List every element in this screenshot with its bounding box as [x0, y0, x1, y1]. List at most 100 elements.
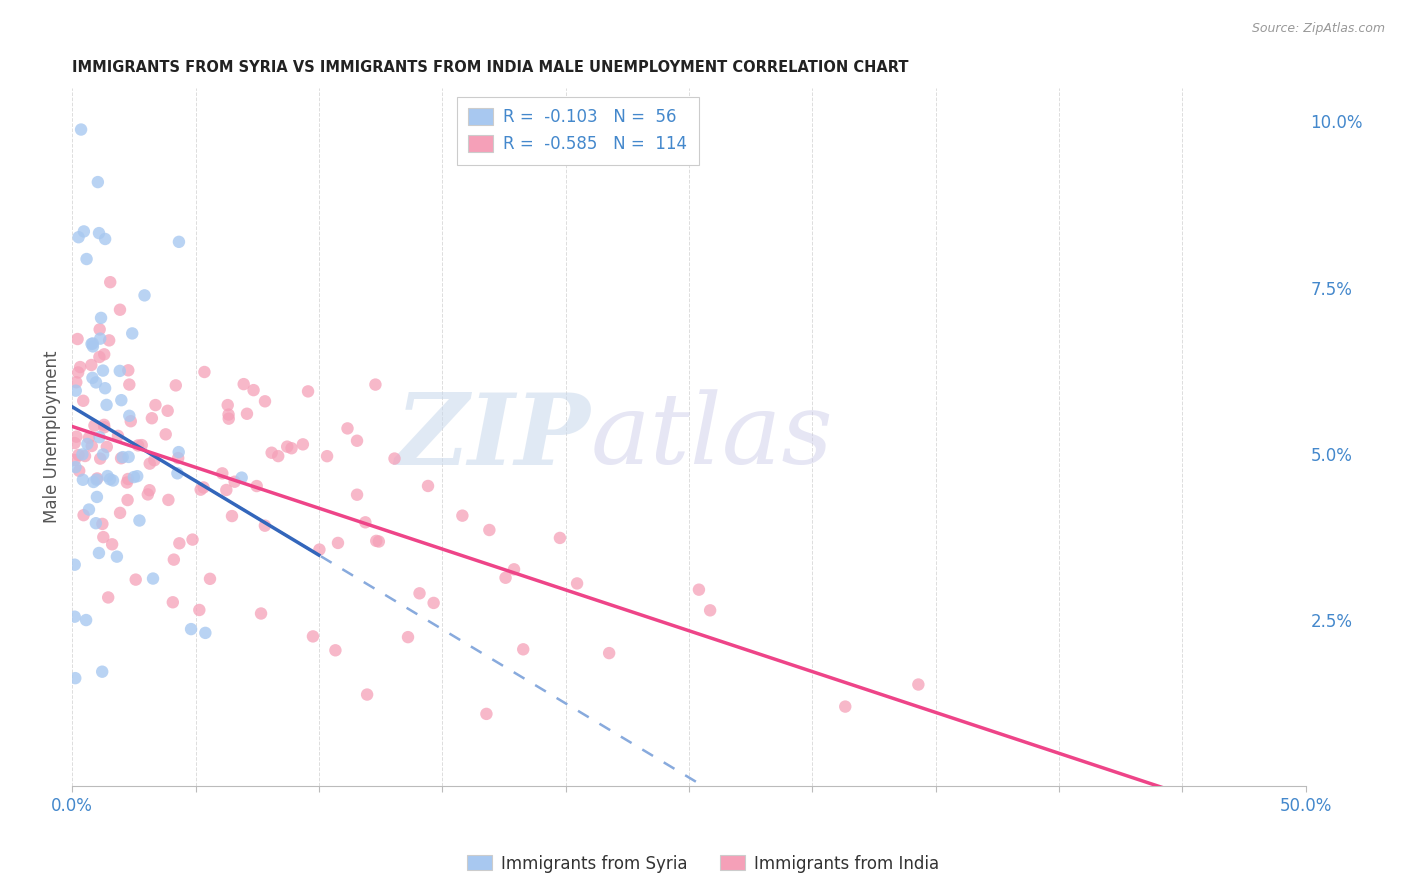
Point [89, 322, 111, 336]
Point [495, 571, 517, 585]
Point [167, 451, 190, 466]
Legend: R =  -0.103   N =  56, R =  -0.585   N =  114: R = -0.103 N = 56, R = -0.585 N = 114 [457, 96, 699, 165]
Point [84, 376, 107, 390]
Point [89, 451, 111, 466]
Point [188, 603, 211, 617]
Point [70, 122, 93, 136]
Point [82, 371, 104, 385]
Point [422, 596, 444, 610]
Point [108, 302, 131, 317]
Point [145, 398, 167, 412]
Point [93, 417, 115, 432]
Point [276, 440, 298, 454]
Point [73, 449, 96, 463]
Point [91, 516, 114, 531]
Point [73, 224, 96, 238]
Point [66, 332, 89, 346]
Point [125, 573, 148, 587]
Point [128, 514, 150, 528]
Point [63, 453, 86, 467]
Point [834, 699, 856, 714]
Point [90, 310, 112, 325]
Point [84, 516, 107, 531]
Point [93, 347, 115, 361]
Point [598, 646, 620, 660]
Point [80, 358, 103, 372]
Point [166, 467, 188, 481]
Point [142, 572, 165, 586]
Point [117, 472, 139, 486]
Point [131, 438, 153, 452]
Point [162, 595, 184, 609]
Point [253, 394, 276, 409]
Point [96, 469, 118, 483]
Point [108, 506, 131, 520]
Text: ZIP: ZIP [395, 389, 591, 485]
Point [267, 449, 290, 463]
Point [232, 377, 254, 392]
Point [236, 407, 259, 421]
Point [63, 436, 86, 450]
Point [82, 336, 104, 351]
Point [193, 365, 215, 379]
Point [143, 453, 166, 467]
Point [250, 607, 273, 621]
Point [77, 502, 100, 516]
Point [356, 688, 378, 702]
Point [325, 643, 347, 657]
Point [117, 450, 139, 464]
Point [75, 613, 97, 627]
Point [110, 451, 132, 466]
Point [167, 235, 190, 249]
Point [94, 232, 117, 246]
Point [169, 536, 191, 550]
Point [118, 409, 141, 423]
Point [111, 450, 134, 464]
Point [122, 470, 145, 484]
Point [253, 518, 276, 533]
Legend: Immigrants from Syria, Immigrants from India: Immigrants from Syria, Immigrants from I… [461, 848, 945, 880]
Point [108, 364, 131, 378]
Point [91, 665, 114, 679]
Point [67, 464, 90, 478]
Point [366, 533, 388, 548]
Point [96, 398, 118, 412]
Point [120, 414, 142, 428]
Point [117, 493, 139, 508]
Point [475, 706, 498, 721]
Point [907, 677, 929, 691]
Point [127, 469, 149, 483]
Point [291, 437, 314, 451]
Point [221, 509, 243, 524]
Point [67, 230, 90, 244]
Point [86, 471, 108, 485]
Point [211, 467, 233, 481]
Point [91, 530, 114, 544]
Point [364, 377, 387, 392]
Point [138, 457, 160, 471]
Point [384, 451, 406, 466]
Point [63, 558, 86, 572]
Point [155, 427, 177, 442]
Point [110, 393, 132, 408]
Point [242, 383, 264, 397]
Point [72, 473, 94, 487]
Point [316, 449, 339, 463]
Point [80, 337, 103, 351]
Text: atlas: atlas [591, 390, 832, 485]
Point [101, 537, 124, 551]
Point [87, 546, 110, 560]
Point [478, 523, 501, 537]
Point [224, 475, 246, 489]
Point [65, 460, 87, 475]
Point [198, 572, 221, 586]
Point [63, 609, 86, 624]
Point [93, 420, 115, 434]
Point [217, 398, 239, 412]
Point [98, 472, 121, 486]
Point [280, 442, 302, 456]
Point [308, 542, 330, 557]
Point [141, 411, 163, 425]
Point [565, 576, 588, 591]
Point [367, 534, 389, 549]
